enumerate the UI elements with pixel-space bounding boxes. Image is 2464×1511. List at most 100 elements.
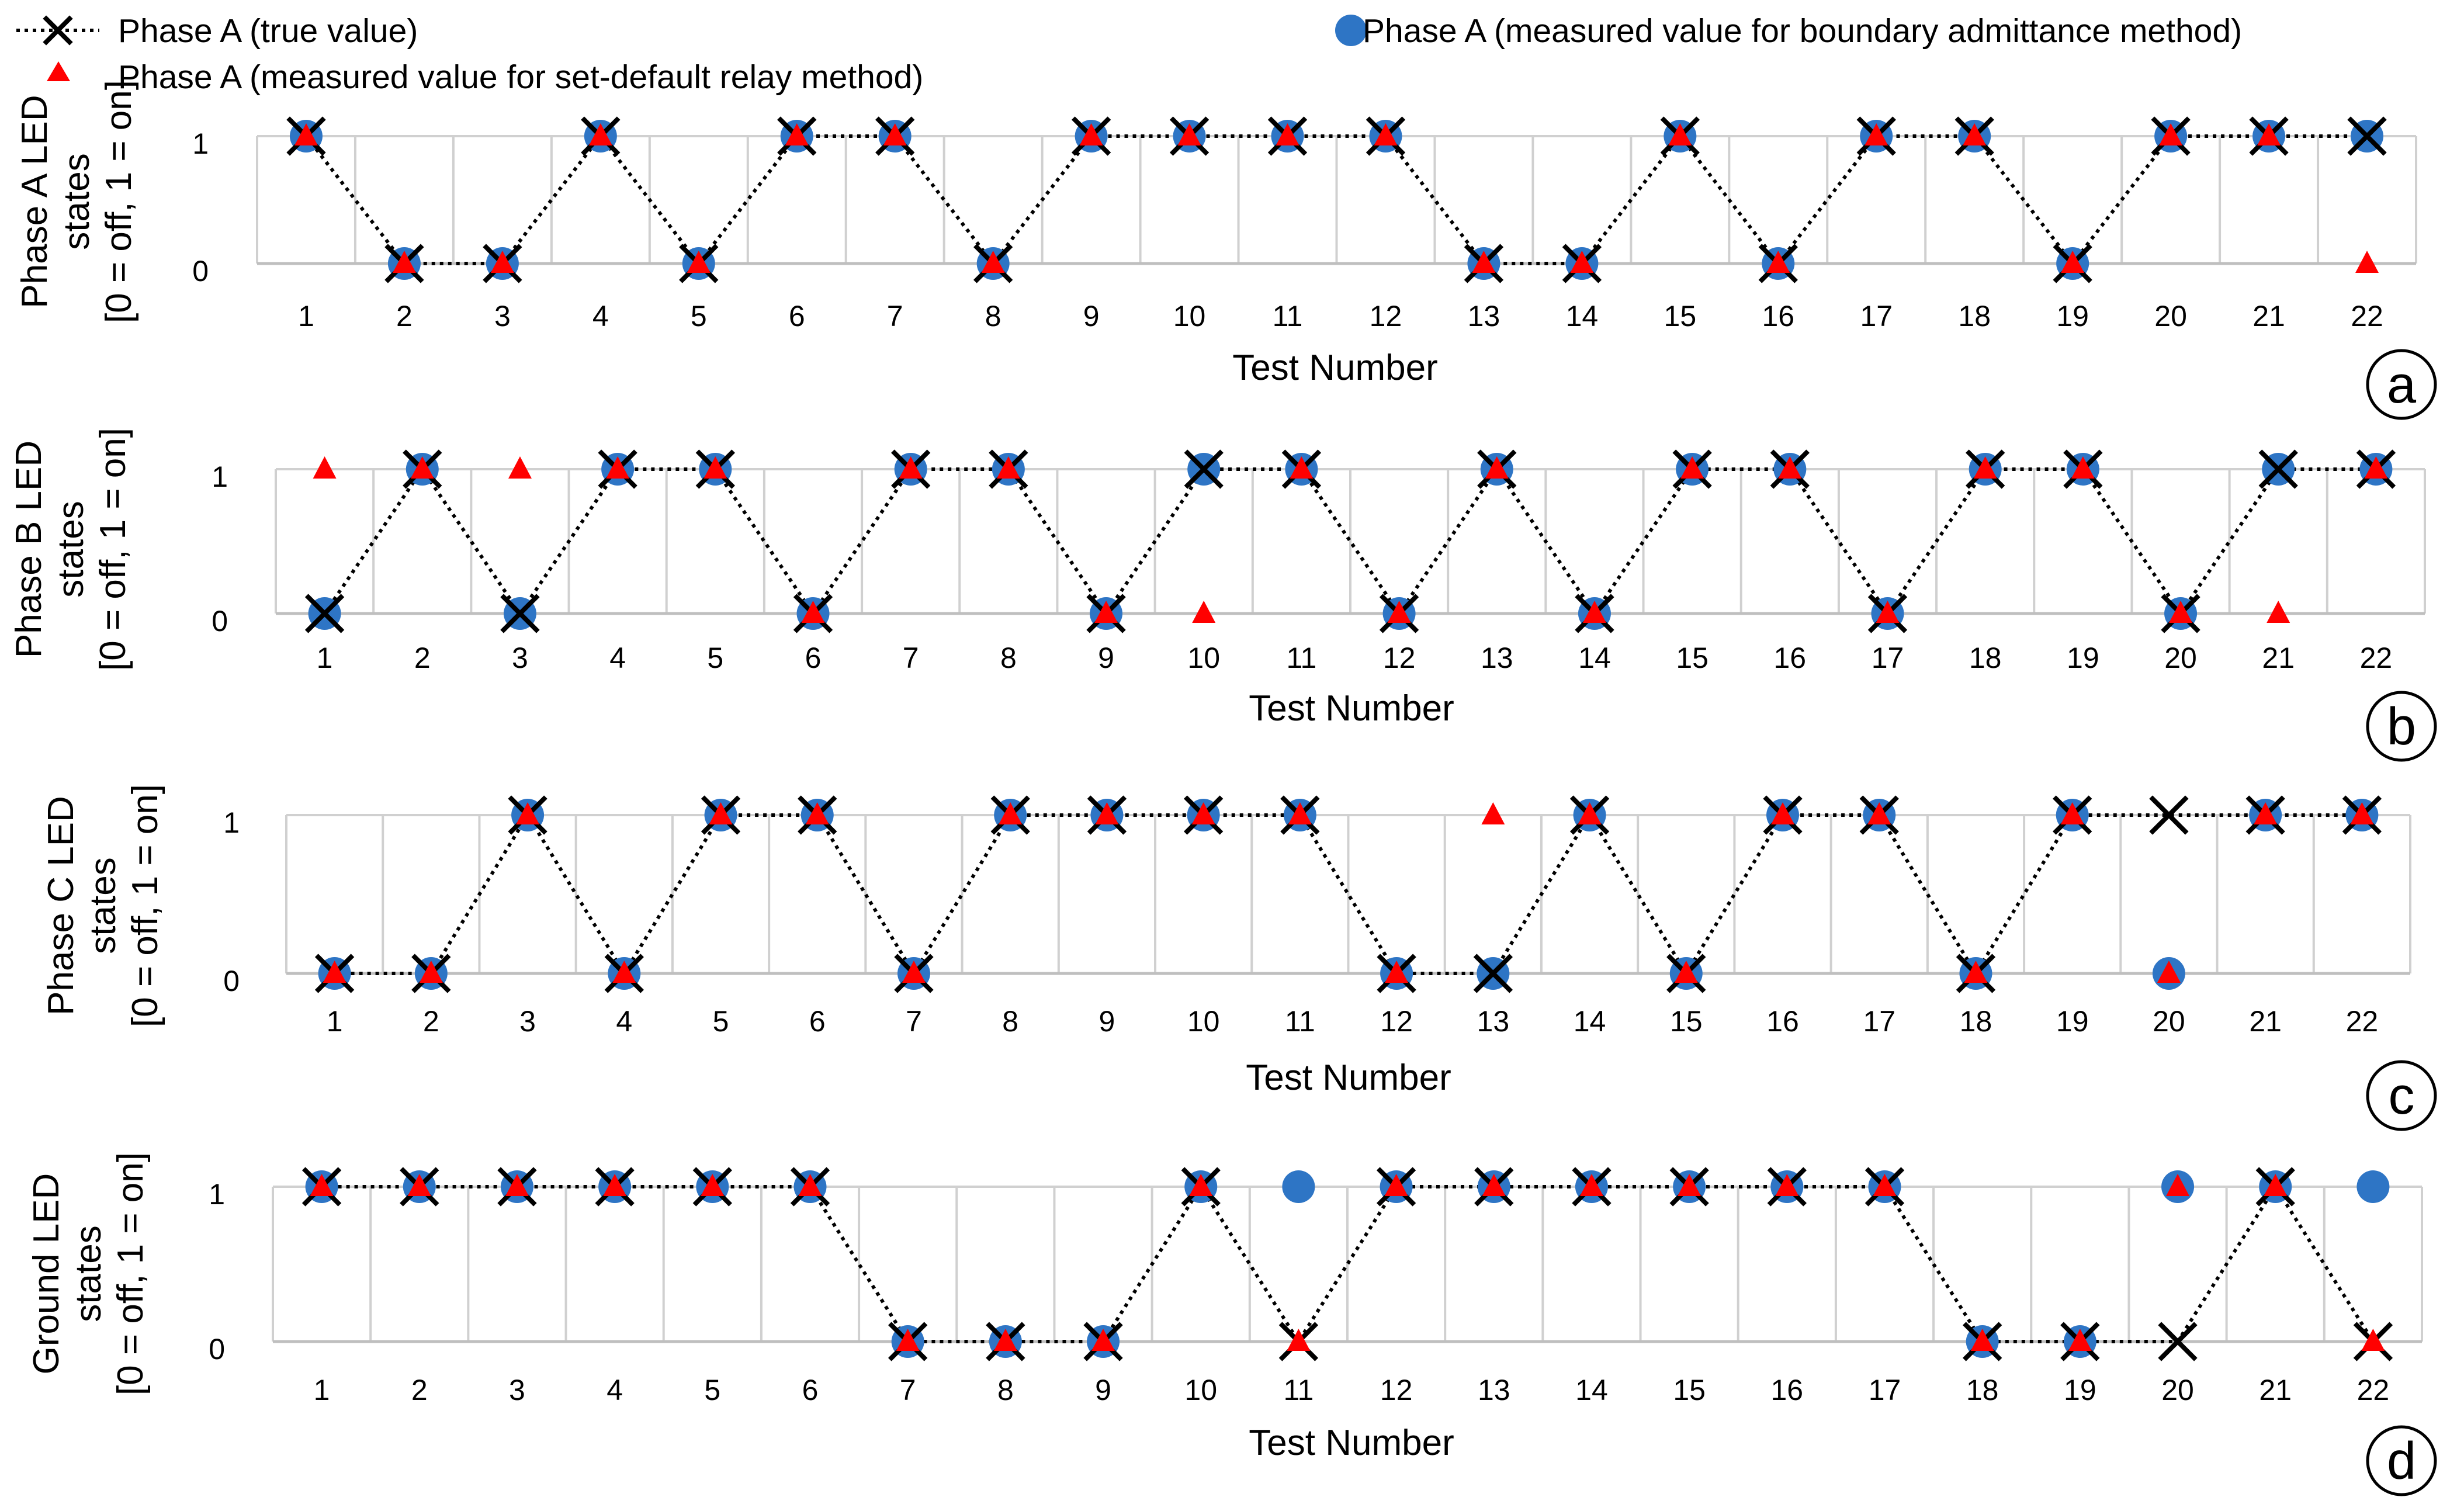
panel-d-ytick-0: 0 — [209, 1333, 225, 1366]
panel-b-relay-point — [2071, 456, 2095, 479]
panel-c-xtick-label: 13 — [1477, 1005, 1510, 1038]
panel-c-relay-point — [1191, 802, 1215, 824]
panel-a-xtick-label: 7 — [887, 300, 903, 332]
panel-d-xtick-label: 19 — [2064, 1374, 2096, 1406]
panel-d-true-line — [321, 1183, 2375, 1345]
panel-d-ytick-1: 1 — [209, 1178, 225, 1211]
panel-c-letter-circle — [2366, 1060, 2437, 1131]
panel-b-relay-point — [313, 456, 337, 479]
panel-d-xtick-label: 18 — [1966, 1374, 1999, 1406]
panel-c-relay-point — [2060, 802, 2084, 824]
panel-a: 1 0 1 2 3 4 5 6 7 8 9 10 11 12 13 14 15 16 17 18 19 20 21 22 … — [15, 80, 2437, 420]
panel-b-xticks: 1 2 3 4 5 6 7 8 9 10 11 12 13 14 15 16 17 18 19 20 21 22 — [317, 642, 2393, 674]
panel-c-ylabel-line1: Phase C LED — [41, 796, 81, 1016]
panel-a-xtick-label: 19 — [2056, 300, 2089, 332]
legend-true-label: Phase A (true value) — [118, 12, 418, 50]
panel-d-relay-point — [1873, 1174, 1897, 1196]
panel-a-xtick-label: 16 — [1762, 300, 1794, 332]
panel-b-letter-circle — [2366, 691, 2437, 762]
panel-a-xtick-label: 14 — [1566, 300, 1599, 332]
panel-b-xtick-label: 10 — [1187, 642, 1220, 674]
panel-c: 1 0 1 2 3 4 5 6 7 8 9 10 11 12 13 14 15 16 17 18 19 20 21 22 … — [41, 784, 2437, 1131]
panel-a-xtick-label: 8 — [985, 300, 1001, 332]
panel-d-xtick-label: 4 — [607, 1374, 623, 1406]
panel-c-xtick-label: 4 — [616, 1005, 632, 1038]
panel-a-relay-point — [392, 251, 416, 273]
legend: Phase A (true value) Phase A (measured v… — [16, 12, 2242, 96]
panel-c-relay-point — [902, 961, 926, 983]
panel-d-xtick-label: 6 — [802, 1374, 819, 1406]
panel-b-relay-point — [508, 456, 532, 479]
panel-a-relay-point — [1177, 123, 1201, 145]
panel-d-xtick-label: 7 — [900, 1374, 916, 1406]
panel-c-xtick-label: 15 — [1670, 1005, 1703, 1038]
panel-a-relay-point — [1079, 123, 1103, 145]
panel-a-relay-point — [2159, 123, 2183, 145]
panel-a-relay-point — [1766, 251, 1790, 273]
panel-d-relay-point — [1189, 1174, 1213, 1196]
panel-a-xlabel: Test Number — [1232, 348, 1437, 388]
panel-a-relay-point — [2061, 251, 2085, 273]
panel-d-xtick-label: 2 — [411, 1374, 428, 1406]
panel-b-xtick-label: 7 — [903, 642, 919, 674]
panel-a-ylabel-line1: Phase A LED — [15, 95, 55, 308]
panel-d-relay-point — [1091, 1329, 1115, 1351]
panel-b-true-point — [2258, 449, 2298, 489]
panel-d-relay-point — [1775, 1174, 1799, 1196]
panel-b-xtick-label: 17 — [1872, 642, 1904, 674]
panel-d-relay-point — [1384, 1174, 1408, 1196]
panel-d-relay-point — [1287, 1329, 1311, 1351]
panel-b-plot — [304, 449, 2396, 633]
panel-b-xtick-label: 18 — [1969, 642, 2002, 674]
panel-d-grid — [272, 1186, 2423, 1343]
panel-c-xtick-label: 8 — [1002, 1005, 1018, 1038]
panel-d-relay-point — [1970, 1329, 1994, 1351]
panel-a-relay-point — [1963, 123, 1987, 145]
panel-d-xtick-label: 12 — [1380, 1374, 1413, 1406]
panel-d-letter: d — [2387, 1432, 2416, 1491]
panel-c-xticks: 1 2 3 4 5 6 7 8 9 10 11 12 13 14 15 16 17 18 19 20 21 22 — [327, 1005, 2378, 1038]
panel-a-xtick-label: 15 — [1664, 300, 1697, 332]
panel-a-relay-point — [2257, 123, 2281, 145]
panel-d: 1 0 1 2 3 4 5 6 7 8 9 10 11 12 13 14 15 16 17 18 19 20 21 22 … — [26, 1152, 2437, 1496]
legend-admittance-marker — [1335, 15, 1367, 46]
panel-a-xtick-label: 6 — [789, 300, 805, 332]
panel-d-relay-point — [603, 1174, 627, 1196]
panel-c-xtick-label: 3 — [519, 1005, 536, 1038]
panel-a-ylabel-line2: states — [57, 153, 97, 249]
panel-b-ytick-0: 0 — [212, 605, 228, 637]
panel-a-relay-point — [1276, 123, 1299, 145]
panel-c-ylabel-line2: states — [83, 857, 123, 954]
panel-b-xlabel: Test Number — [1249, 688, 1454, 729]
panel-b-xtick-label: 9 — [1098, 642, 1114, 674]
panel-d-xtick-label: 17 — [1869, 1374, 1901, 1406]
panel-c-relay-point — [1481, 802, 1505, 824]
panel-a-relay-point — [981, 251, 1005, 273]
panel-a-relay-point — [294, 123, 318, 145]
panel-b-grid — [275, 468, 2426, 615]
panel-a-ytick-1: 1 — [192, 127, 209, 160]
panel-b-relay-point — [1876, 601, 1900, 623]
panel-c-letter: c — [2389, 1067, 2415, 1125]
panel-c-xtick-label: 16 — [1766, 1005, 1799, 1038]
panel-a-xtick-label: 22 — [2351, 300, 2383, 332]
panel-c-relay-point — [1674, 961, 1698, 983]
legend-relay-label: Phase A (measured value for set-default … — [118, 58, 923, 96]
panel-a-letter: a — [2387, 356, 2417, 414]
panel-a-ylabel-line3: [0 = off, 1 = on] — [99, 80, 139, 323]
panel-d-relay-point — [1482, 1174, 1506, 1196]
panel-a-relay-point — [1374, 123, 1398, 145]
panel-c-xtick-label: 6 — [809, 1005, 826, 1038]
panel-a-plot — [286, 116, 2387, 283]
panel-d-xtick-label: 22 — [2357, 1374, 2390, 1406]
panel-b-xtick-label: 4 — [609, 642, 626, 674]
panel-c-relay-point — [1867, 802, 1891, 824]
panel-d-xlabel: Test Number — [1249, 1423, 1454, 1463]
panel-a-ytick-0: 0 — [192, 255, 209, 287]
panel-b-relay-point — [801, 601, 825, 623]
panel-d-ylabel: Ground LED states [0 = off, 1 = on] — [26, 1152, 151, 1395]
panel-d-relay-point — [1579, 1174, 1603, 1196]
panel-c-relay-point — [805, 802, 829, 824]
panel-b-xtick-label: 11 — [1286, 642, 1316, 674]
cross-stroke — [500, 594, 540, 633]
